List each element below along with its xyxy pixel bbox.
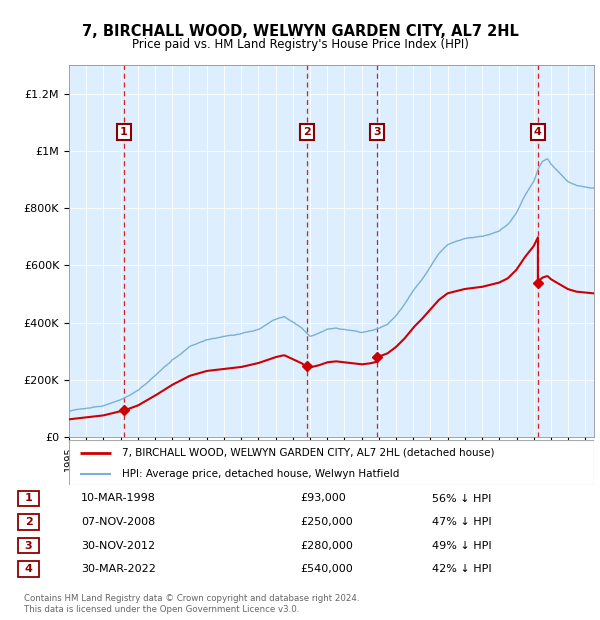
Text: 2: 2 bbox=[304, 127, 311, 137]
Text: 3: 3 bbox=[25, 541, 32, 551]
Text: 2: 2 bbox=[25, 517, 32, 527]
Text: 42% ↓ HPI: 42% ↓ HPI bbox=[432, 564, 491, 574]
Text: 7, BIRCHALL WOOD, WELWYN GARDEN CITY, AL7 2HL: 7, BIRCHALL WOOD, WELWYN GARDEN CITY, AL… bbox=[82, 24, 518, 38]
Text: 4: 4 bbox=[534, 127, 542, 137]
Text: 07-NOV-2008: 07-NOV-2008 bbox=[81, 517, 155, 527]
Text: 1: 1 bbox=[25, 494, 32, 503]
Text: £250,000: £250,000 bbox=[300, 517, 353, 527]
Text: 3: 3 bbox=[373, 127, 381, 137]
Text: Contains HM Land Registry data © Crown copyright and database right 2024.
This d: Contains HM Land Registry data © Crown c… bbox=[24, 595, 359, 614]
Text: 30-MAR-2022: 30-MAR-2022 bbox=[81, 564, 156, 574]
Text: 30-NOV-2012: 30-NOV-2012 bbox=[81, 541, 155, 551]
Text: 10-MAR-1998: 10-MAR-1998 bbox=[81, 494, 156, 503]
Text: 47% ↓ HPI: 47% ↓ HPI bbox=[432, 517, 491, 527]
Text: 7, BIRCHALL WOOD, WELWYN GARDEN CITY, AL7 2HL (detached house): 7, BIRCHALL WOOD, WELWYN GARDEN CITY, AL… bbox=[121, 448, 494, 458]
Text: £280,000: £280,000 bbox=[300, 541, 353, 551]
Text: Price paid vs. HM Land Registry's House Price Index (HPI): Price paid vs. HM Land Registry's House … bbox=[131, 38, 469, 51]
Text: 1: 1 bbox=[120, 127, 128, 137]
Text: 4: 4 bbox=[25, 564, 32, 574]
Text: £93,000: £93,000 bbox=[300, 494, 346, 503]
Text: 49% ↓ HPI: 49% ↓ HPI bbox=[432, 541, 491, 551]
Text: HPI: Average price, detached house, Welwyn Hatfield: HPI: Average price, detached house, Welw… bbox=[121, 469, 399, 479]
Text: £540,000: £540,000 bbox=[300, 564, 353, 574]
Text: 56% ↓ HPI: 56% ↓ HPI bbox=[432, 494, 491, 503]
